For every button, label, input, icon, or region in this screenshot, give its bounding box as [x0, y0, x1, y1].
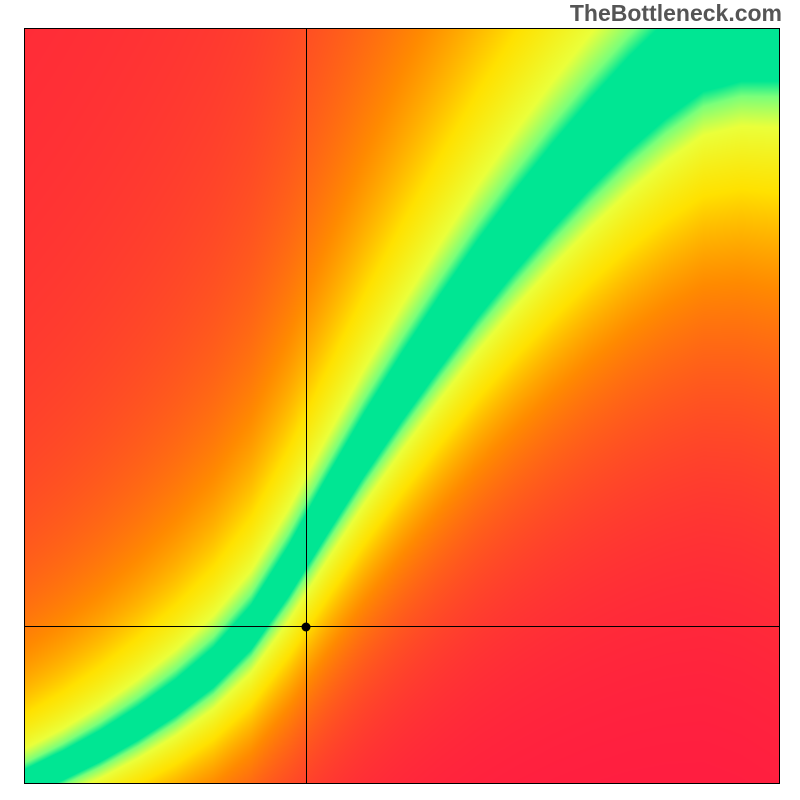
watermark-text: TheBottleneck.com [570, 0, 782, 27]
heatmap-canvas [25, 29, 779, 783]
crosshair-horizontal [25, 626, 779, 627]
heatmap-chart: TheBottleneck.com [0, 0, 800, 800]
crosshair-vertical [306, 29, 307, 783]
plot-area [24, 28, 780, 784]
marker-point [302, 622, 311, 631]
